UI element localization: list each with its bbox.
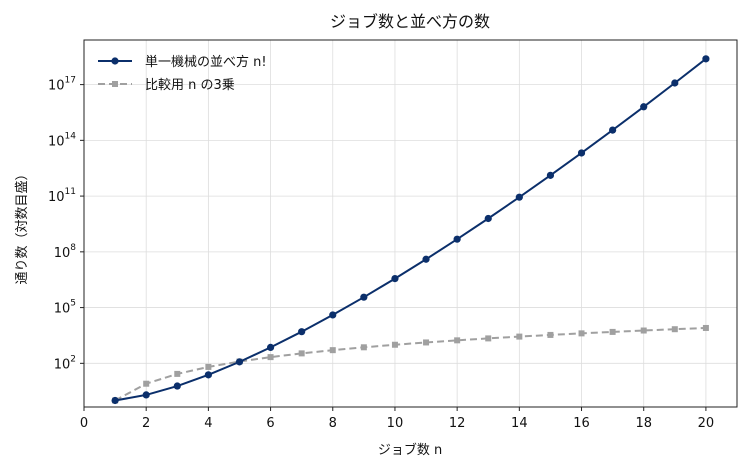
data-point <box>391 341 398 348</box>
data-point <box>546 171 555 179</box>
data-point <box>391 275 399 283</box>
chart-title: ジョブ数と並べ方の数 <box>330 12 490 31</box>
data-point <box>423 339 430 346</box>
y-tick-exponent: 11 <box>65 187 76 197</box>
data-point <box>360 293 368 301</box>
series-line-1 <box>114 326 706 402</box>
grid <box>83 40 737 407</box>
series-line-0 <box>114 58 707 402</box>
data-point <box>484 214 492 223</box>
data-point <box>577 149 586 157</box>
data-point <box>142 391 150 399</box>
y-tick-base: 10 <box>48 134 65 149</box>
y-axis-label: 通り数（対数目盛） <box>15 167 30 284</box>
x-tick-label: 2 <box>142 416 150 431</box>
data-point <box>453 235 461 243</box>
x-axis-label: ジョブ数 n <box>378 442 442 458</box>
x-tick-label: 12 <box>449 416 466 431</box>
y-tick-exponent: 17 <box>65 76 76 86</box>
x-tick-label: 0 <box>80 416 88 431</box>
data-point <box>547 331 554 338</box>
y-tick-base: 10 <box>54 246 71 261</box>
data-point <box>329 347 336 354</box>
data-point <box>609 328 616 335</box>
data-point <box>640 103 648 111</box>
data-point <box>267 354 274 361</box>
y-tick-base: 10 <box>48 190 65 205</box>
data-point <box>143 380 150 387</box>
data-point <box>173 382 181 390</box>
data-point <box>422 255 430 263</box>
x-tick-label: 18 <box>635 416 652 431</box>
y-tick-exponent: 2 <box>70 354 76 364</box>
y-tick-exponent: 5 <box>70 299 76 309</box>
data-point <box>298 328 306 336</box>
y-tick-base: 10 <box>48 79 65 94</box>
x-tick-label: 10 <box>387 416 404 431</box>
y-tick-label: 1014 <box>48 131 76 149</box>
y-tick-base: 10 <box>54 357 71 372</box>
data-point <box>298 350 305 357</box>
data-point <box>702 55 710 63</box>
legend-marker <box>111 57 119 65</box>
legend-item-0: 単一機械の並べ方 n! <box>98 54 267 70</box>
series-0 <box>111 55 710 405</box>
data-point <box>485 335 492 342</box>
plot-frame <box>83 39 738 408</box>
y-tick-exponent: 14 <box>65 131 77 141</box>
x-tick-label: 4 <box>204 416 212 431</box>
y-tick-label: 105 <box>54 299 76 317</box>
data-point <box>515 193 523 201</box>
legend-label: 単一機械の並べ方 n! <box>145 54 267 70</box>
legend-item-1: 比較用 n の3乗 <box>98 78 235 93</box>
legend: 単一機械の並べ方 n! 比較用 n の3乗 <box>98 54 267 93</box>
data-point <box>235 358 244 366</box>
legend-label: 比較用 n の3乗 <box>145 78 235 93</box>
data-point <box>640 327 647 334</box>
data-point <box>205 363 212 370</box>
y-tick-label: 108 <box>54 243 77 261</box>
y-tick-label: 1011 <box>48 187 76 205</box>
series-1 <box>112 324 709 404</box>
y-tick-base: 10 <box>54 302 71 317</box>
y-tick-exponent: 8 <box>70 243 76 253</box>
data-point <box>671 79 679 87</box>
x-tick-label: 16 <box>573 416 590 431</box>
y-tick-label: 1017 <box>48 76 76 94</box>
data-point <box>671 326 678 333</box>
x-axis: 0 2 4 6 8 10 12 14 16 18 20 <box>80 407 714 431</box>
data-point <box>174 370 181 377</box>
y-tick-label: 102 <box>54 354 76 372</box>
data-point <box>578 330 585 337</box>
data-point <box>516 333 523 340</box>
data-point <box>329 311 337 319</box>
x-tick-label: 14 <box>511 416 528 431</box>
data-point <box>454 337 461 344</box>
x-tick-label: 6 <box>266 416 274 431</box>
x-tick-label: 20 <box>698 416 715 431</box>
data-point <box>111 396 119 405</box>
data-point <box>609 126 617 134</box>
data-point <box>360 344 367 351</box>
data-point <box>266 343 275 352</box>
x-tick-label: 8 <box>329 416 337 431</box>
legend-marker <box>112 81 118 87</box>
data-point <box>204 371 212 379</box>
data-point <box>702 324 709 331</box>
series-layer <box>111 55 710 405</box>
